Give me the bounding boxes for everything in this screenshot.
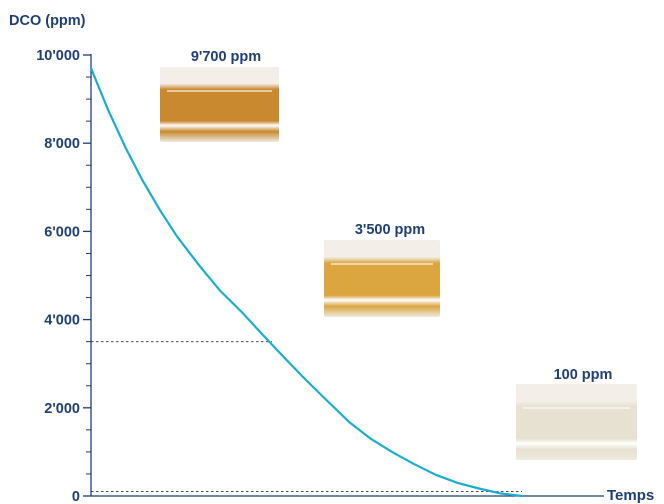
- cod-curve: [89, 67, 524, 498]
- jar-rim-highlight: [523, 406, 630, 409]
- y-tick-label: 0: [72, 489, 80, 504]
- sample-jar-photo: [160, 67, 279, 142]
- x-axis-label: Temps: [607, 487, 654, 504]
- jar-rim-highlight: [330, 263, 434, 266]
- y-axis-label: DCO (ppm): [9, 13, 86, 29]
- y-tick-label: 4'000: [44, 313, 80, 329]
- y-tick-label: 10'000: [36, 48, 80, 64]
- y-tick-label: 6'000: [44, 224, 80, 240]
- y-tick-label: 8'000: [44, 136, 80, 152]
- y-tick-label: 2'000: [44, 401, 80, 417]
- reference-dashes: [91, 341, 522, 493]
- series-layer: [89, 67, 524, 498]
- annotation-label: 3'500 ppm: [355, 222, 425, 238]
- y-ticks: [83, 54, 91, 497]
- annotation-label: 100 ppm: [554, 367, 613, 383]
- y-tick-labels: 0 2'000 4'000 6'000 8'000 10'000: [36, 48, 80, 504]
- sample-jar-photo: [516, 384, 637, 460]
- annotation-labels: 9'700 ppm 3'500 ppm 100 ppm: [191, 49, 613, 383]
- sample-jar-photo: [324, 240, 440, 317]
- jar-rim-highlight: [167, 89, 272, 92]
- annotation-label: 9'700 ppm: [191, 49, 261, 65]
